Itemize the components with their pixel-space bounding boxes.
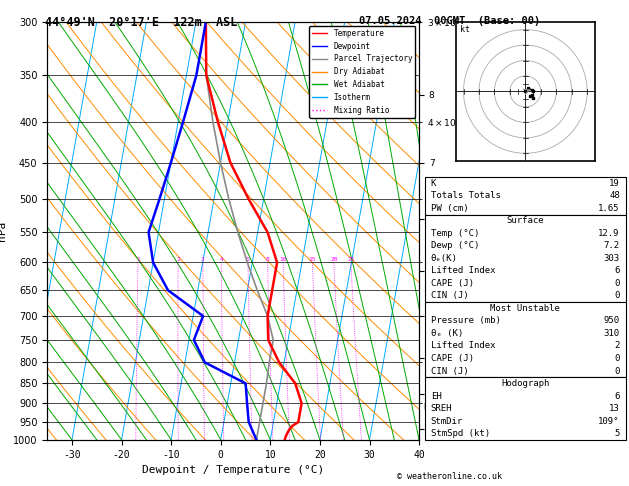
Text: Lifted Index: Lifted Index xyxy=(431,266,496,276)
Text: θₑ (K): θₑ (K) xyxy=(431,329,463,338)
Text: 44°49'N  20°17'E  122m  ASL: 44°49'N 20°17'E 122m ASL xyxy=(45,16,238,29)
Text: K: K xyxy=(431,179,437,188)
Text: Lifted Index: Lifted Index xyxy=(431,342,496,350)
Text: Totals Totals: Totals Totals xyxy=(431,191,501,200)
Text: 13: 13 xyxy=(609,404,620,413)
Text: 6: 6 xyxy=(615,266,620,276)
Text: 15: 15 xyxy=(309,258,316,262)
Text: Most Unstable: Most Unstable xyxy=(491,304,560,313)
Text: 0: 0 xyxy=(615,292,620,300)
Text: 2: 2 xyxy=(615,342,620,350)
Text: 8: 8 xyxy=(265,258,269,262)
Text: 4: 4 xyxy=(220,258,223,262)
Text: 950: 950 xyxy=(604,316,620,326)
Y-axis label: km
ASL: km ASL xyxy=(477,231,494,252)
Text: 0: 0 xyxy=(615,279,620,288)
Text: StmSpd (kt): StmSpd (kt) xyxy=(431,429,490,438)
Bar xyxy=(425,377,626,440)
Text: kt: kt xyxy=(460,25,470,34)
Text: 310: 310 xyxy=(604,329,620,338)
Bar xyxy=(425,215,626,302)
Text: 1: 1 xyxy=(136,258,140,262)
Text: LCL: LCL xyxy=(423,403,437,412)
Text: 10: 10 xyxy=(279,258,287,262)
Text: CAPE (J): CAPE (J) xyxy=(431,279,474,288)
Text: 0: 0 xyxy=(615,366,620,376)
Text: 07.05.2024  00GMT  (Base: 00): 07.05.2024 00GMT (Base: 00) xyxy=(359,16,540,26)
Text: EH: EH xyxy=(431,392,442,400)
Text: 19: 19 xyxy=(609,179,620,188)
Text: SREH: SREH xyxy=(431,404,452,413)
Legend: Temperature, Dewpoint, Parcel Trajectory, Dry Adiabat, Wet Adiabat, Isotherm, Mi: Temperature, Dewpoint, Parcel Trajectory… xyxy=(309,26,415,118)
Text: CAPE (J): CAPE (J) xyxy=(431,354,474,363)
Text: 48: 48 xyxy=(609,191,620,200)
Text: 6: 6 xyxy=(615,392,620,400)
Text: CIN (J): CIN (J) xyxy=(431,292,469,300)
Text: Pressure (mb): Pressure (mb) xyxy=(431,316,501,326)
Text: StmDir: StmDir xyxy=(431,417,463,426)
Y-axis label: hPa: hPa xyxy=(0,221,8,241)
Text: 5: 5 xyxy=(615,429,620,438)
Text: 0: 0 xyxy=(615,354,620,363)
Text: Surface: Surface xyxy=(506,216,544,226)
Bar xyxy=(425,302,626,377)
Text: 109°: 109° xyxy=(598,417,620,426)
Text: Hodograph: Hodograph xyxy=(501,379,550,388)
Text: 7.2: 7.2 xyxy=(604,242,620,250)
Text: © weatheronline.co.uk: © weatheronline.co.uk xyxy=(398,472,502,481)
Text: θₑ(K): θₑ(K) xyxy=(431,254,458,263)
X-axis label: Dewpoint / Temperature (°C): Dewpoint / Temperature (°C) xyxy=(142,465,325,475)
Text: 2: 2 xyxy=(176,258,180,262)
Text: PW (cm): PW (cm) xyxy=(431,204,469,213)
Text: 25: 25 xyxy=(347,258,355,262)
Text: 3: 3 xyxy=(201,258,205,262)
Text: 12.9: 12.9 xyxy=(598,229,620,238)
Text: 20: 20 xyxy=(330,258,338,262)
Text: Temp (°C): Temp (°C) xyxy=(431,229,479,238)
Bar xyxy=(425,177,626,215)
Text: 6: 6 xyxy=(246,258,250,262)
Text: Dewp (°C): Dewp (°C) xyxy=(431,242,479,250)
Text: 303: 303 xyxy=(604,254,620,263)
Text: CIN (J): CIN (J) xyxy=(431,366,469,376)
Text: 1.65: 1.65 xyxy=(598,204,620,213)
